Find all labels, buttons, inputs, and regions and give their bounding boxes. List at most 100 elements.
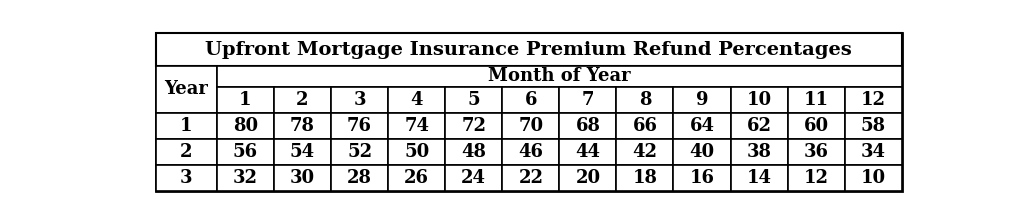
Bar	[445, 139, 503, 165]
Bar	[274, 87, 331, 113]
Bar	[616, 113, 674, 139]
Text: 3: 3	[353, 91, 366, 109]
Text: 56: 56	[232, 143, 258, 161]
Bar	[156, 113, 217, 139]
Bar	[730, 113, 787, 139]
Bar	[156, 165, 217, 191]
Text: 60: 60	[804, 117, 828, 135]
Bar	[331, 113, 388, 139]
Text: 50: 50	[404, 143, 429, 161]
Bar	[845, 87, 902, 113]
Text: 32: 32	[233, 169, 258, 187]
Bar	[156, 34, 902, 66]
Text: 1: 1	[240, 91, 252, 109]
Bar	[217, 66, 902, 87]
Bar	[616, 139, 674, 165]
Text: Year: Year	[165, 80, 208, 98]
Bar	[559, 165, 616, 191]
Bar	[616, 87, 674, 113]
Text: 80: 80	[232, 117, 258, 135]
Text: 66: 66	[633, 117, 657, 135]
Bar	[217, 165, 274, 191]
Text: 10: 10	[746, 91, 772, 109]
Bar	[388, 87, 445, 113]
Bar	[217, 139, 274, 165]
Text: 62: 62	[746, 117, 772, 135]
Text: 4: 4	[411, 91, 423, 109]
Text: 54: 54	[290, 143, 315, 161]
Text: 30: 30	[290, 169, 315, 187]
Bar	[388, 139, 445, 165]
Bar	[674, 87, 730, 113]
Bar	[730, 139, 787, 165]
Text: 18: 18	[633, 169, 657, 187]
Bar	[787, 139, 845, 165]
Text: 12: 12	[861, 91, 886, 109]
Text: 78: 78	[290, 117, 315, 135]
Bar	[616, 165, 674, 191]
Text: 42: 42	[633, 143, 657, 161]
Text: 48: 48	[461, 143, 486, 161]
Text: 12: 12	[804, 169, 828, 187]
Bar	[503, 113, 559, 139]
Text: 64: 64	[689, 117, 715, 135]
Bar	[787, 165, 845, 191]
Bar	[845, 165, 902, 191]
Bar	[559, 139, 616, 165]
Text: Month of Year: Month of Year	[488, 67, 631, 85]
Text: 1: 1	[180, 117, 193, 135]
Bar	[274, 139, 331, 165]
Text: 74: 74	[404, 117, 429, 135]
Text: 22: 22	[518, 169, 544, 187]
Text: 7: 7	[582, 91, 594, 109]
Text: 26: 26	[404, 169, 429, 187]
Bar	[730, 165, 787, 191]
Bar	[217, 87, 274, 113]
Bar	[156, 66, 217, 113]
Bar	[559, 113, 616, 139]
Text: 14: 14	[746, 169, 772, 187]
Bar	[156, 139, 217, 165]
Bar	[845, 113, 902, 139]
Text: 34: 34	[861, 143, 886, 161]
Text: 8: 8	[639, 91, 651, 109]
Bar	[787, 113, 845, 139]
Bar	[331, 87, 388, 113]
Bar	[445, 87, 503, 113]
Bar	[445, 165, 503, 191]
Text: 10: 10	[860, 169, 886, 187]
Bar	[331, 165, 388, 191]
Text: 44: 44	[575, 143, 600, 161]
Text: 11: 11	[804, 91, 828, 109]
Text: 28: 28	[347, 169, 372, 187]
Bar	[331, 139, 388, 165]
Bar	[674, 113, 730, 139]
Text: 36: 36	[804, 143, 828, 161]
Text: 58: 58	[860, 117, 886, 135]
Text: 3: 3	[180, 169, 193, 187]
Text: 24: 24	[461, 169, 486, 187]
Bar	[445, 113, 503, 139]
Text: 5: 5	[467, 91, 480, 109]
Bar	[217, 113, 274, 139]
Bar	[388, 165, 445, 191]
Text: 2: 2	[296, 91, 309, 109]
Bar	[674, 165, 730, 191]
Text: 2: 2	[180, 143, 193, 161]
Bar	[674, 139, 730, 165]
Text: 9: 9	[695, 91, 709, 109]
Bar	[845, 139, 902, 165]
Text: 6: 6	[524, 91, 537, 109]
Text: 72: 72	[461, 117, 486, 135]
Bar	[388, 113, 445, 139]
Bar	[503, 87, 559, 113]
Text: 68: 68	[575, 117, 600, 135]
Bar	[274, 165, 331, 191]
Text: 46: 46	[518, 143, 544, 161]
Text: 76: 76	[347, 117, 372, 135]
Text: 52: 52	[347, 143, 372, 161]
Bar	[730, 87, 787, 113]
Text: 70: 70	[518, 117, 544, 135]
Bar	[503, 139, 559, 165]
Text: 38: 38	[746, 143, 772, 161]
